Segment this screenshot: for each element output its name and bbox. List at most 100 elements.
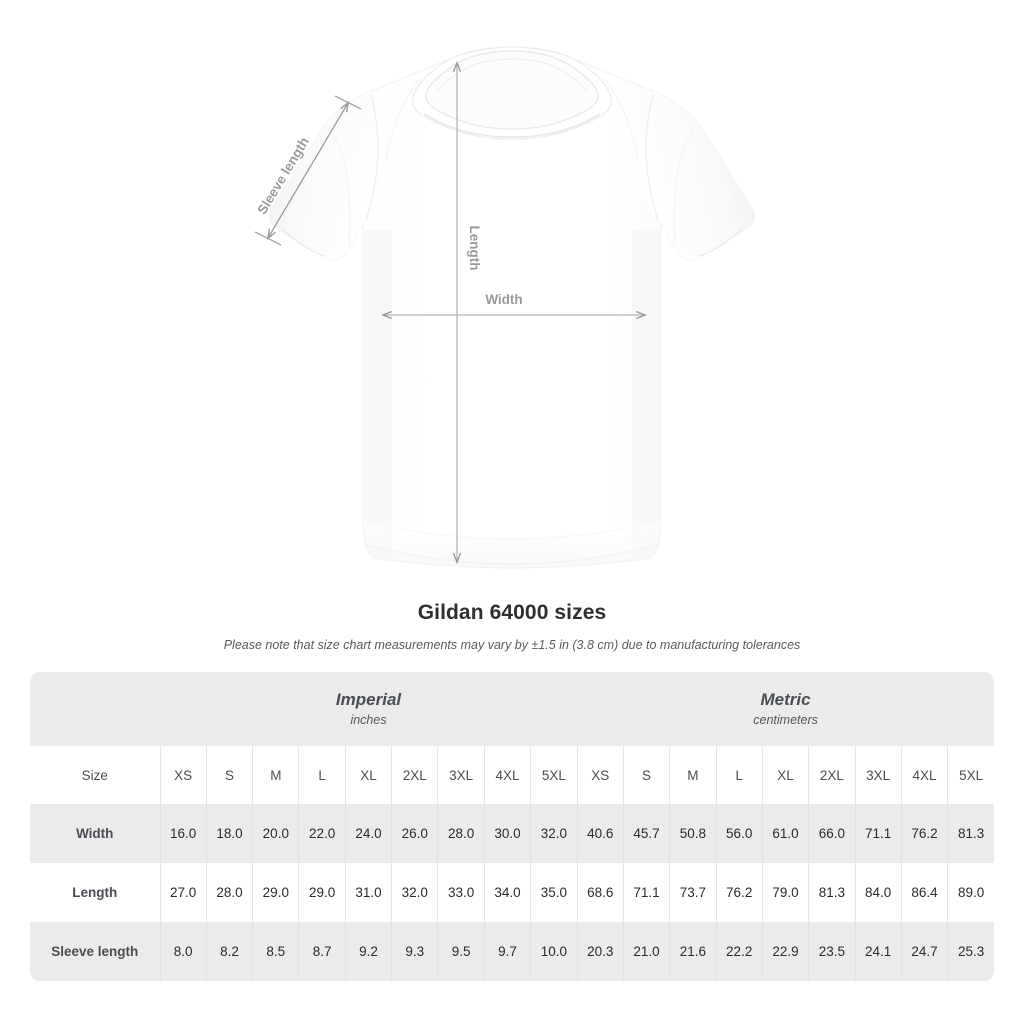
- cell-metric-xl: 61.0: [761, 804, 809, 863]
- size-header-row: Size XS S M L XL 2XL 3XL 4XL 5XL XS S M L XL 2XL 3XL 4XL 5…: [30, 746, 995, 804]
- cell-metric-m: 73.7: [669, 863, 717, 922]
- cell-metric-xs: 20.3: [576, 922, 624, 981]
- unit-subtitle: inches: [350, 712, 387, 727]
- cell-metric-s: 71.1: [622, 863, 670, 922]
- cell-imperial-s: 8.2: [205, 922, 253, 981]
- garment-illustration: Sleeve length Length Width: [254, 46, 755, 569]
- column-header-metric-s: S: [622, 746, 670, 804]
- column-header-metric-xs: XS: [576, 746, 624, 804]
- cell-imperial-s: 28.0: [205, 863, 253, 922]
- cell-imperial-5xl: 10.0: [530, 922, 578, 981]
- column-header-imperial-l: L: [298, 746, 346, 804]
- column-header-imperial-m: M: [252, 746, 299, 804]
- cell-metric-l: 22.2: [715, 922, 763, 981]
- cell-imperial-xs: 16.0: [159, 804, 207, 863]
- column-header-imperial-3xl: 3XL: [437, 746, 485, 804]
- column-header-imperial-xs: XS: [159, 746, 207, 804]
- column-header-imperial-5xl: 5XL: [530, 746, 578, 804]
- column-header-imperial-4xl: 4XL: [483, 746, 531, 804]
- cell-metric-s: 21.0: [622, 922, 670, 981]
- cell-metric-2xl: 66.0: [808, 804, 856, 863]
- row-label-width: Width: [30, 804, 160, 863]
- size-table: Imperial inches Metric centimeters Size XS S M L…: [30, 672, 995, 981]
- unit-row-spacer: [30, 672, 160, 746]
- row-label-length: Length: [30, 863, 160, 922]
- width-label: Width: [485, 292, 522, 307]
- cell-imperial-4xl: 9.7: [483, 922, 531, 981]
- cell-metric-4xl: 86.4: [900, 863, 948, 922]
- table-row: Width 16.0 18.0 20.0 22.0 24.0 26.0 28.0 30.0 32.…: [30, 804, 995, 863]
- cell-metric-xs: 40.6: [576, 804, 624, 863]
- column-header-imperial-xl: XL: [344, 746, 392, 804]
- tshirt-body: [269, 46, 755, 569]
- cell-imperial-l: 8.7: [298, 922, 346, 981]
- cell-imperial-4xl: 34.0: [483, 863, 531, 922]
- cell-imperial-xl: 31.0: [344, 863, 392, 922]
- size-table-container: Imperial inches Metric centimeters Size XS S M L…: [30, 672, 995, 981]
- cell-imperial-xl: 24.0: [344, 804, 392, 863]
- length-label: Length: [467, 226, 482, 271]
- column-header-size: Size: [30, 746, 160, 804]
- table-row: Sleeve length 8.0 8.2 8.5 8.7 9.2 9.3 9.5 9.7 10.…: [30, 922, 995, 981]
- unit-name: Metric: [760, 689, 811, 709]
- cell-imperial-m: 8.5: [252, 922, 299, 981]
- unit-header-imperial: Imperial inches: [160, 672, 578, 746]
- cell-metric-l: 76.2: [715, 863, 763, 922]
- cell-metric-m: 50.8: [669, 804, 717, 863]
- cell-metric-3xl: 71.1: [854, 804, 902, 863]
- cell-metric-m: 21.6: [669, 922, 717, 981]
- table-row: Length 27.0 28.0 29.0 29.0 31.0 32.0 33.0 34.0 35…: [30, 863, 995, 922]
- cell-imperial-s: 18.0: [205, 804, 253, 863]
- column-header-metric-m: M: [669, 746, 717, 804]
- cell-metric-4xl: 76.2: [900, 804, 948, 863]
- cell-imperial-4xl: 30.0: [483, 804, 531, 863]
- cell-metric-4xl: 24.7: [900, 922, 948, 981]
- cell-metric-2xl: 81.3: [808, 863, 856, 922]
- cell-imperial-xs: 8.0: [159, 922, 207, 981]
- column-header-imperial-s: S: [205, 746, 253, 804]
- cell-imperial-2xl: 26.0: [391, 804, 438, 863]
- cell-metric-3xl: 84.0: [854, 863, 902, 922]
- unit-subtitle: centimeters: [753, 712, 818, 727]
- title-block: Gildan 64000 sizes Please note that size…: [0, 598, 1024, 656]
- tolerance-note: Please note that size chart measurements…: [223, 638, 801, 652]
- cell-metric-xs: 68.6: [576, 863, 624, 922]
- cell-imperial-xs: 27.0: [159, 863, 207, 922]
- cell-imperial-l: 22.0: [298, 804, 346, 863]
- column-header-metric-l: L: [715, 746, 763, 804]
- cell-imperial-5xl: 35.0: [530, 863, 578, 922]
- cell-imperial-5xl: 32.0: [530, 804, 578, 863]
- column-header-imperial-2xl: 2XL: [391, 746, 438, 804]
- cell-metric-3xl: 24.1: [854, 922, 902, 981]
- cell-metric-5xl: 25.3: [947, 922, 995, 981]
- cell-metric-s: 45.7: [622, 804, 670, 863]
- cell-imperial-2xl: 32.0: [391, 863, 438, 922]
- column-header-metric-5xl: 5XL: [947, 746, 995, 804]
- page-title: Gildan 64000 sizes: [417, 601, 607, 624]
- cell-metric-5xl: 81.3: [947, 804, 995, 863]
- row-label-sleeve-length: Sleeve length: [30, 922, 160, 981]
- unit-name: Imperial: [335, 689, 402, 709]
- width-measure: Width: [383, 292, 645, 315]
- tshirt-diagram: Sleeve length Length Width: [254, 46, 755, 569]
- cell-imperial-3xl: 33.0: [437, 863, 485, 922]
- cell-imperial-3xl: 28.0: [437, 804, 485, 863]
- cell-metric-2xl: 23.5: [808, 922, 856, 981]
- cell-metric-xl: 22.9: [761, 922, 809, 981]
- cell-imperial-3xl: 9.5: [437, 922, 485, 981]
- column-header-metric-2xl: 2XL: [808, 746, 856, 804]
- cell-imperial-xl: 9.2: [344, 922, 392, 981]
- cell-metric-l: 56.0: [715, 804, 763, 863]
- column-header-metric-4xl: 4XL: [900, 746, 948, 804]
- cell-imperial-2xl: 9.3: [391, 922, 438, 981]
- cell-metric-5xl: 89.0: [947, 863, 995, 922]
- cell-metric-xl: 79.0: [761, 863, 809, 922]
- unit-header-metric: Metric centimeters: [577, 672, 995, 746]
- unit-header-row: Imperial inches Metric centimeters: [30, 672, 995, 746]
- cell-imperial-m: 20.0: [252, 804, 299, 863]
- column-header-metric-xl: XL: [761, 746, 809, 804]
- column-header-metric-3xl: 3XL: [854, 746, 902, 804]
- cell-imperial-m: 29.0: [252, 863, 299, 922]
- cell-imperial-l: 29.0: [298, 863, 346, 922]
